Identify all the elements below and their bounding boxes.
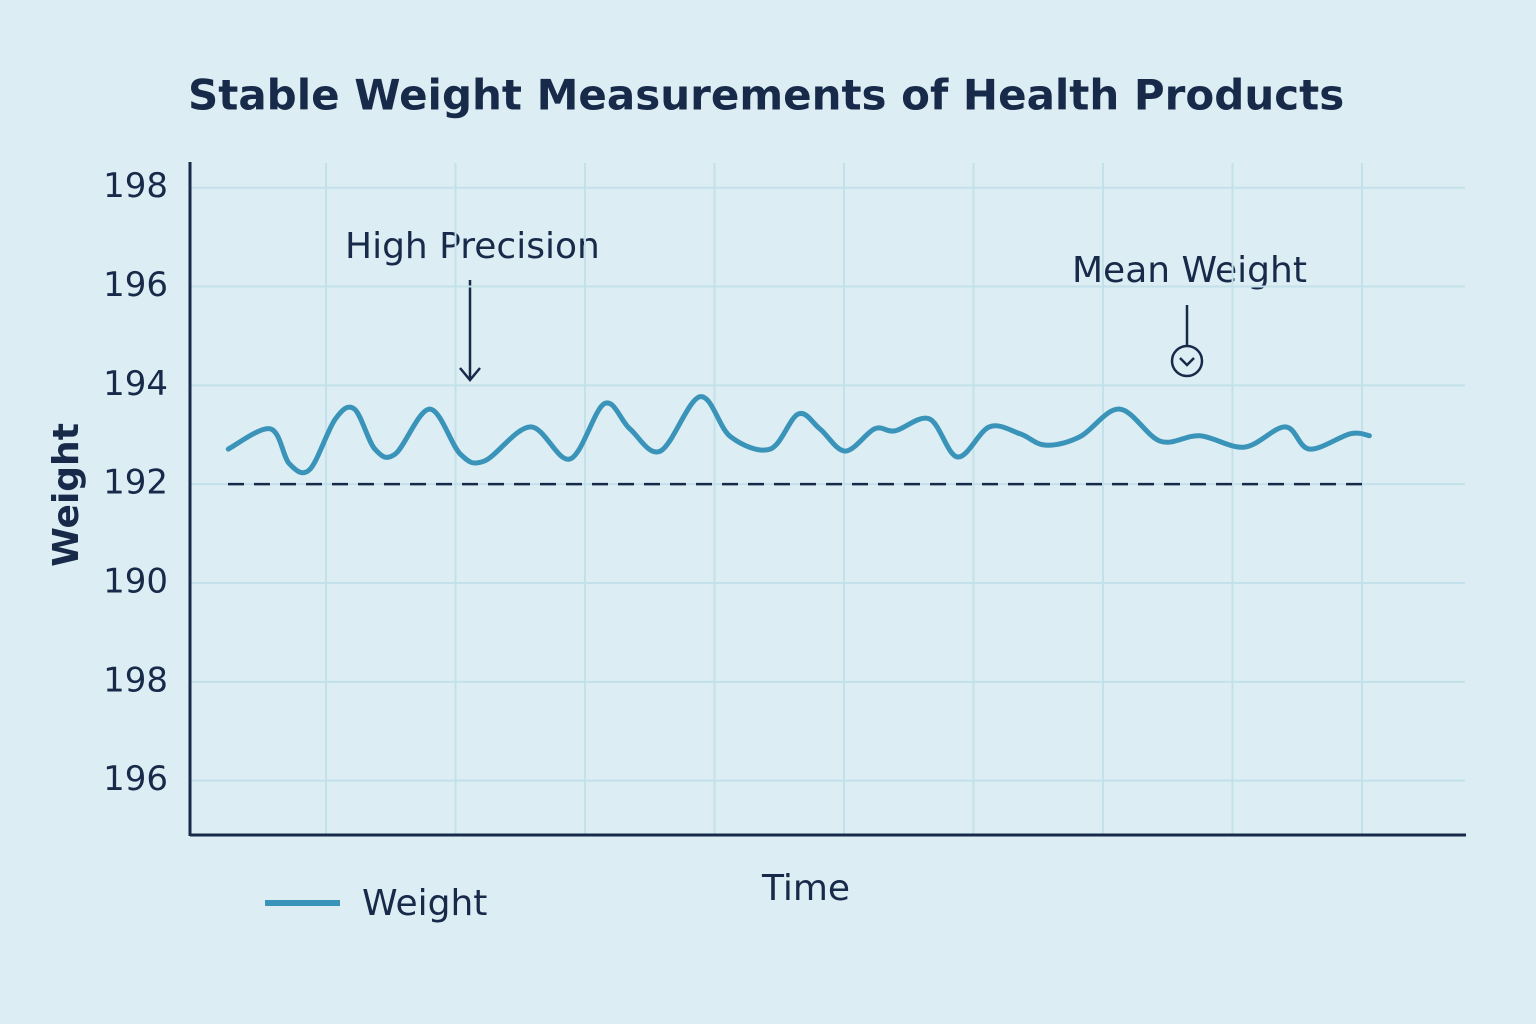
x-axis-label: Time [761,868,850,909]
annotation: High Precision [345,226,600,267]
y-tick-label: 190 [103,562,168,602]
legend-label: Weight [362,883,487,924]
y-axis-label: Weight [46,423,87,567]
y-tick-label: 196 [103,265,168,305]
chart-title: Stable Weight Measurements of Health Pro… [188,71,1344,120]
y-tick-label: 198 [103,166,168,206]
annotation: Mean Weight [1072,250,1307,291]
annotation-arrowhead [459,367,481,382]
annotation-icon [1170,344,1204,378]
plot-area [190,163,1465,835]
data-line [225,394,1372,476]
y-tick-label: 194 [103,364,168,404]
y-tick-label: 198 [103,660,168,700]
y-tick-label: 192 [103,463,168,503]
annotation-icon [1179,357,1195,367]
y-tick-label: 196 [103,759,168,799]
